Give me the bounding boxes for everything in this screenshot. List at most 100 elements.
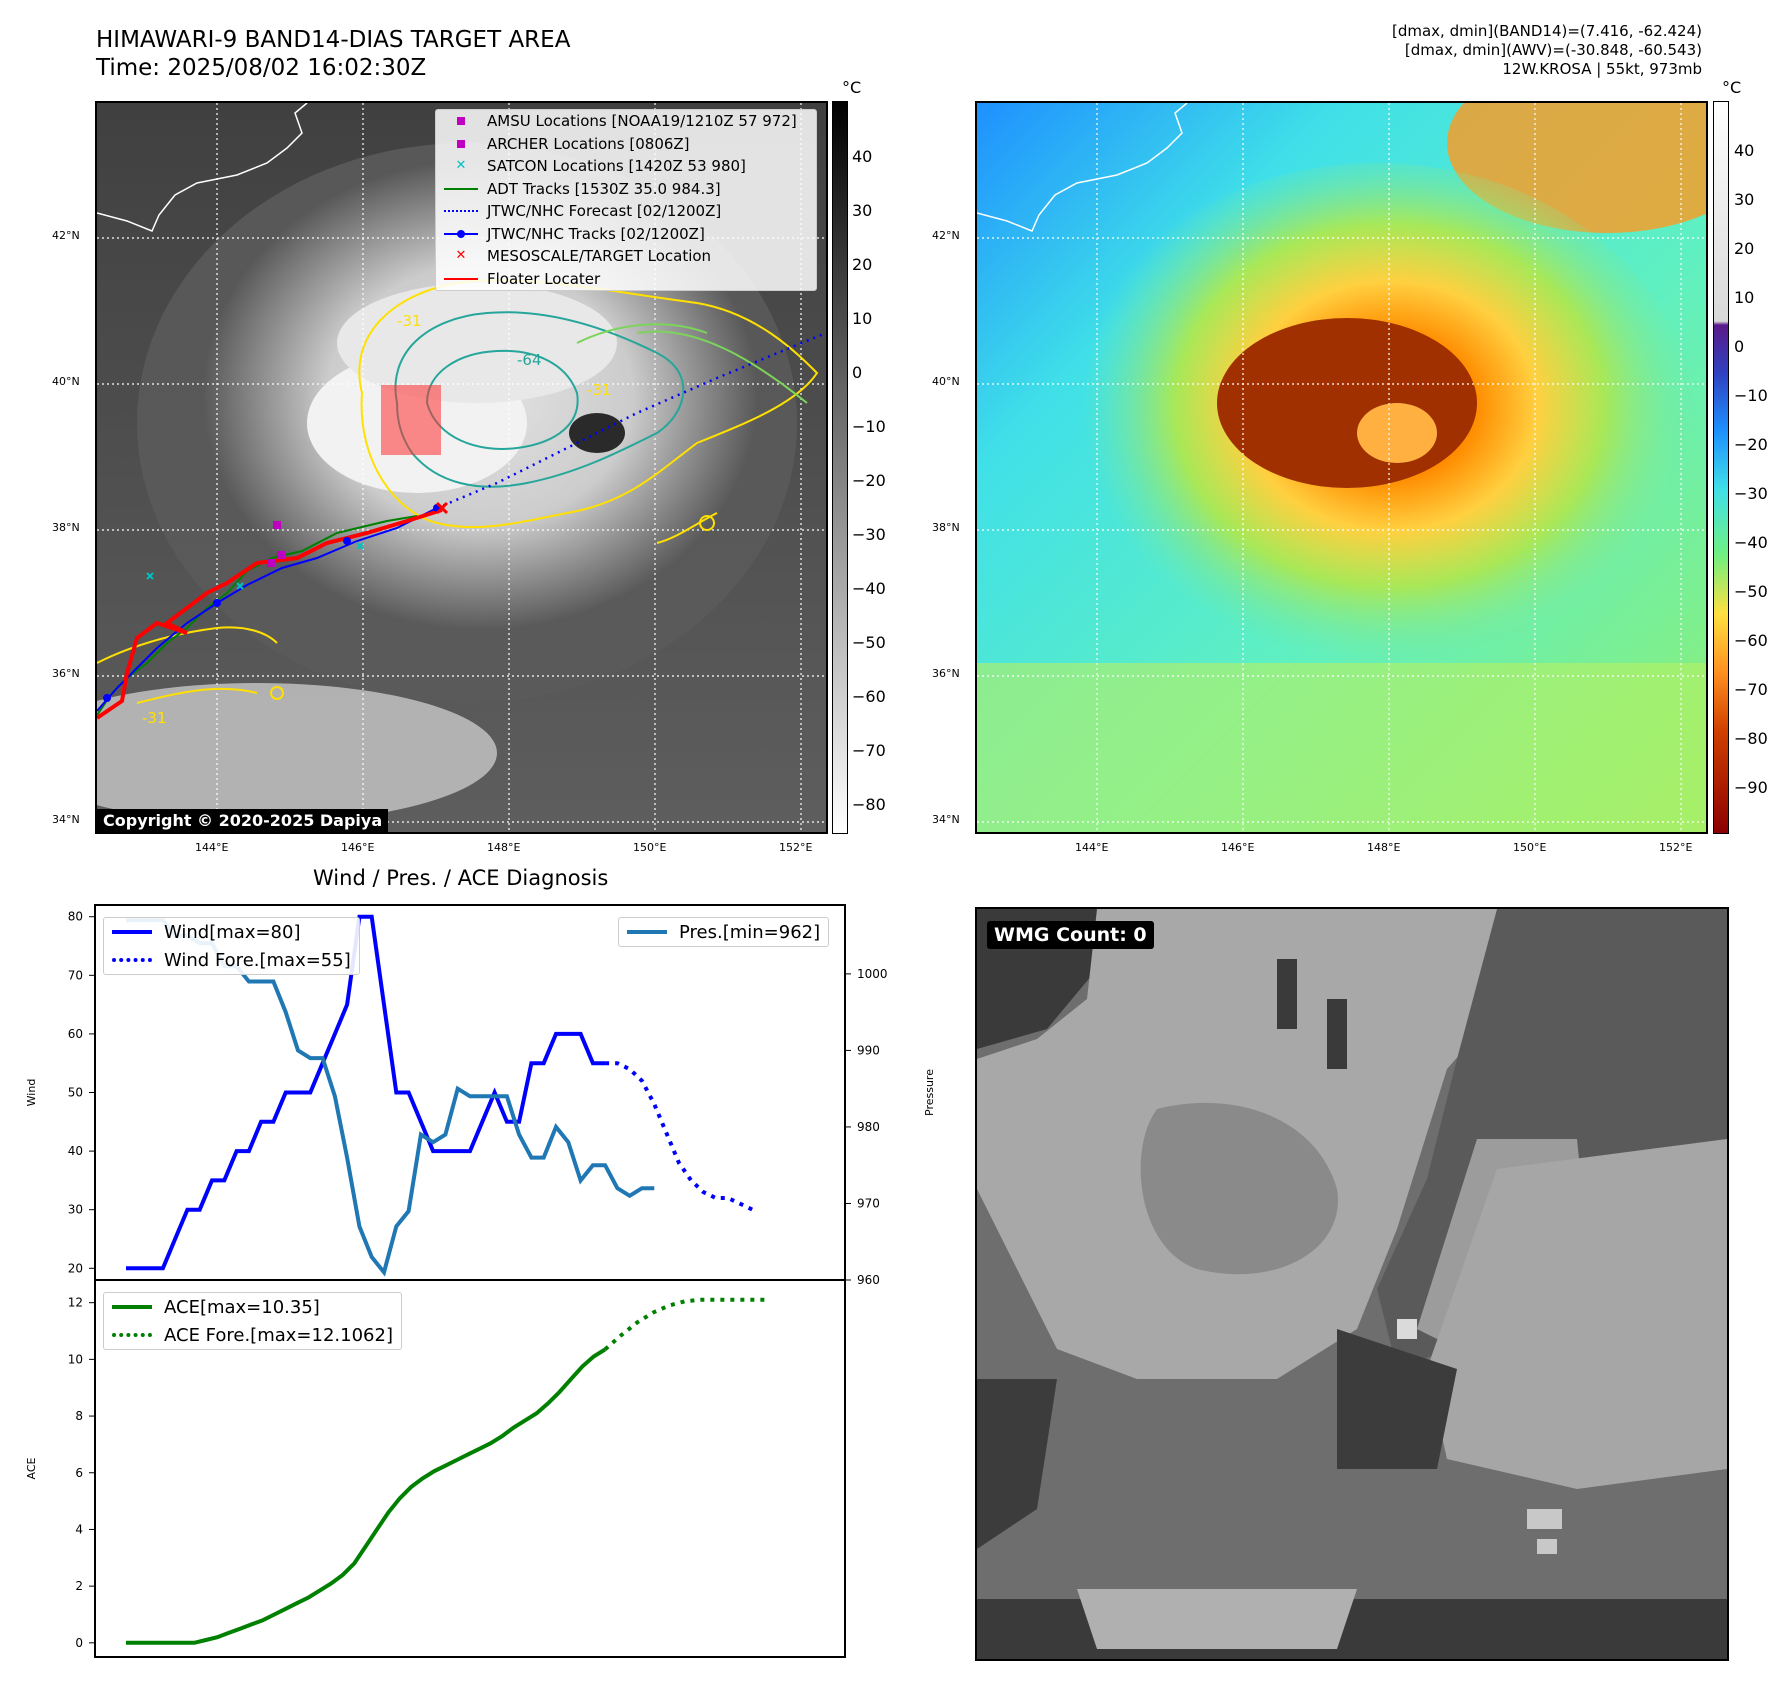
cloud-top-contours [97, 279, 819, 704]
y2-tick-label: 990 [857, 1043, 880, 1057]
legend-item: Wind Fore.[max=55] [104, 946, 359, 974]
ace-plot-frame [94, 1279, 846, 1658]
wind-forecast-line [605, 1061, 754, 1212]
legend-x-icon: ✕ [455, 158, 467, 174]
colorbar-unit: °C [1722, 78, 1742, 97]
legend-label: ACE[max=10.35] [164, 1296, 320, 1318]
color-colorbar [1713, 101, 1729, 834]
jtwc-track [97, 507, 438, 712]
floater-track [97, 508, 443, 720]
legend-item: ✕ SATCON Locations [1420Z 53 980] [436, 155, 816, 178]
legend-label: ADT Tracks [1530Z 35.0 984.3] [487, 179, 721, 198]
colorbar-tick: 10 [852, 309, 873, 328]
legend-label: ARCHER Locations [0806Z] [487, 134, 690, 153]
colorbar-tick: 30 [1734, 190, 1755, 209]
legend-item: AMSU Locations [NOAA19/1210Z 57 972] [436, 110, 816, 133]
colorbar-tick: −90 [1734, 778, 1768, 797]
wmg-image [977, 909, 1727, 1659]
colorbar-tick: 10 [1734, 288, 1755, 307]
y-tick-label: 70 [68, 968, 83, 982]
y-tick-label: 60 [68, 1027, 83, 1041]
grayscale-colorbar [832, 101, 848, 834]
legend-dotted-icon [112, 958, 152, 962]
title-line-2: Time: 2025/08/02 16:02:30Z [96, 55, 427, 81]
lon-label: 146°E [1221, 841, 1255, 854]
y2-tick-label: 970 [857, 1196, 880, 1210]
map-legend: AMSU Locations [NOAA19/1210Z 57 972] ARC… [435, 109, 817, 291]
legend-item: Wind[max=80] [104, 918, 359, 946]
legend-item: ACE[max=10.35] [104, 1293, 401, 1321]
color-colorbar-ticks: 40 30 20 10 0 −10 −20 −30 −40 −50 −60 −7… [1734, 101, 1788, 834]
lat-label: 36°N [52, 667, 80, 680]
colorbar-tick: −50 [852, 633, 886, 652]
target-area-box [381, 385, 441, 455]
y-tick-label: 12 [68, 1296, 83, 1310]
colorbar-tick: −60 [852, 687, 886, 706]
y2-tick-label: 960 [857, 1273, 880, 1287]
color-ir-map-panel [975, 101, 1708, 834]
lat-label: 38°N [932, 521, 960, 534]
legend-label: ACE Fore.[max=12.1062] [164, 1324, 393, 1346]
legend-line-icon [112, 930, 152, 934]
grayscale-colorbar-ticks: 40 30 20 10 0 −10 −20 −30 −40 −50 −60 −7… [852, 101, 912, 834]
colorbar-tick: −80 [852, 795, 886, 814]
title-line-1: HIMAWARI-9 BAND14-DIAS TARGET AREA [96, 27, 571, 53]
lat-label: 42°N [932, 229, 960, 242]
lat-label: 40°N [52, 375, 80, 388]
legend-item: ADT Tracks [1530Z 35.0 984.3] [436, 178, 816, 201]
legend-square-icon [444, 116, 478, 126]
colorbar-tick: 0 [852, 363, 863, 382]
legend-item: JTWC/NHC Tracks [02/1200Z] [436, 223, 816, 246]
pressure-legend: Pres.[min=962] [618, 917, 830, 947]
intensity-info: [dmax, dmin](BAND14)=(7.416, -62.424) [d… [1392, 22, 1702, 79]
lat-label: 34°N [52, 813, 80, 826]
legend-label: Wind Fore.[max=55] [164, 949, 351, 971]
wind-axis-label: Wind [25, 1079, 38, 1107]
legend-dotted-icon [444, 206, 478, 216]
colorbar-tick: 40 [1734, 141, 1755, 160]
color-ir-map-image [977, 103, 1706, 832]
y-tick-label: 10 [68, 1352, 83, 1366]
legend-line-dot-icon [444, 229, 478, 239]
lat-label: 34°N [932, 813, 960, 826]
colorbar-tick: −40 [852, 579, 886, 598]
lon-label: 152°E [779, 841, 813, 854]
info-line-3: 12W.KROSA | 55kt, 973mb [1502, 60, 1702, 78]
legend-line-icon [444, 274, 478, 284]
contour-label: -31 [397, 312, 422, 330]
wmg-panel: WMG Count: 0 [975, 907, 1729, 1661]
ace-legend: ACE[max=10.35] ACE Fore.[max=12.1062] [103, 1292, 402, 1350]
colorbar-tick: −10 [1734, 386, 1768, 405]
contour-label: -64 [517, 351, 542, 369]
lon-label: 150°E [1513, 841, 1547, 854]
info-line-2: [dmax, dmin](AWV)=(-30.848, -60.543) [1404, 41, 1702, 59]
lon-label: 150°E [633, 841, 667, 854]
jtwc-forecast-track [436, 331, 826, 510]
legend-label: Floater Locater [487, 269, 601, 288]
info-line-1: [dmax, dmin](BAND14)=(7.416, -62.424) [1391, 22, 1702, 40]
y-tick-label: 30 [68, 1203, 83, 1217]
wind-legend: Wind[max=80] Wind Fore.[max=55] [103, 917, 360, 975]
lon-label: 144°E [1075, 841, 1109, 854]
lat-label: 36°N [932, 667, 960, 680]
colorbar-tick: −30 [852, 525, 886, 544]
lon-label: 152°E [1659, 841, 1693, 854]
y-tick-label: 20 [68, 1261, 83, 1275]
satcon-points [146, 542, 364, 590]
y-tick-label: 8 [75, 1409, 83, 1423]
legend-x-icon: ✕ [455, 248, 467, 264]
wmg-count-label: WMG Count: 0 [987, 921, 1154, 949]
legend-square-icon [444, 139, 478, 149]
legend-line-icon [444, 184, 478, 194]
colorbar-tick: 20 [1734, 239, 1755, 258]
colorbar-tick: −70 [852, 741, 886, 760]
lon-label: 148°E [487, 841, 521, 854]
colorbar-tick: −10 [852, 417, 886, 436]
colorbar-tick: 0 [1734, 337, 1745, 356]
lat-label: 38°N [52, 521, 80, 534]
legend-label: JTWC/NHC Forecast [02/1200Z] [487, 202, 722, 221]
y2-tick-label: 980 [857, 1120, 880, 1134]
amsu-archer-points [267, 521, 285, 567]
colorbar-tick: −20 [852, 471, 886, 490]
